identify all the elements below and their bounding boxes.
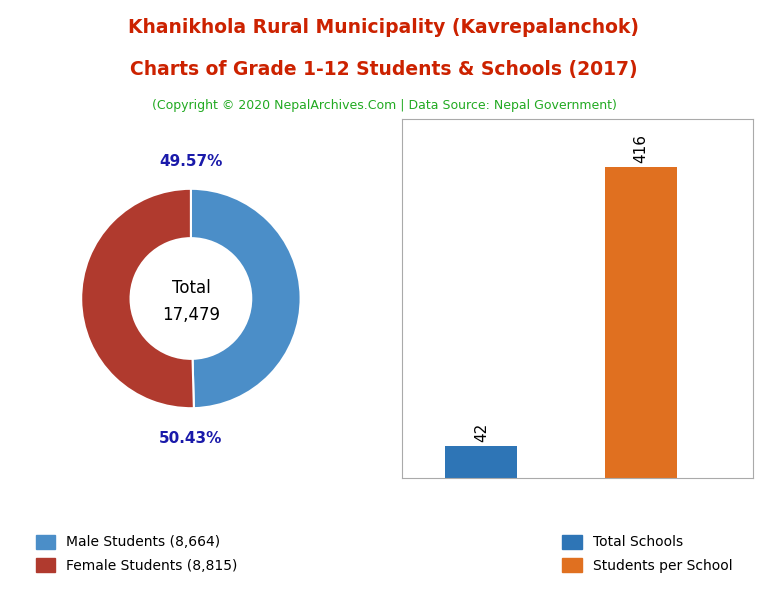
Bar [445,447,518,478]
Legend: Total Schools, Students per School: Total Schools, Students per School [557,529,738,578]
Bar [605,167,677,478]
Text: Total: Total [171,279,210,297]
Wedge shape [191,189,300,408]
Text: 416: 416 [634,134,648,162]
Text: 17,479: 17,479 [162,306,220,324]
Text: 49.57%: 49.57% [159,154,223,169]
Text: (Copyright © 2020 NepalArchives.Com | Data Source: Nepal Government): (Copyright © 2020 NepalArchives.Com | Da… [151,99,617,112]
Legend: Male Students (8,664), Female Students (8,815): Male Students (8,664), Female Students (… [30,529,243,578]
Wedge shape [81,189,194,408]
Text: Khanikhola Rural Municipality (Kavrepalanchok): Khanikhola Rural Municipality (Kavrepala… [128,18,640,37]
Text: 42: 42 [474,423,489,442]
Text: 50.43%: 50.43% [159,432,223,447]
Text: Charts of Grade 1-12 Students & Schools (2017): Charts of Grade 1-12 Students & Schools … [131,60,637,79]
